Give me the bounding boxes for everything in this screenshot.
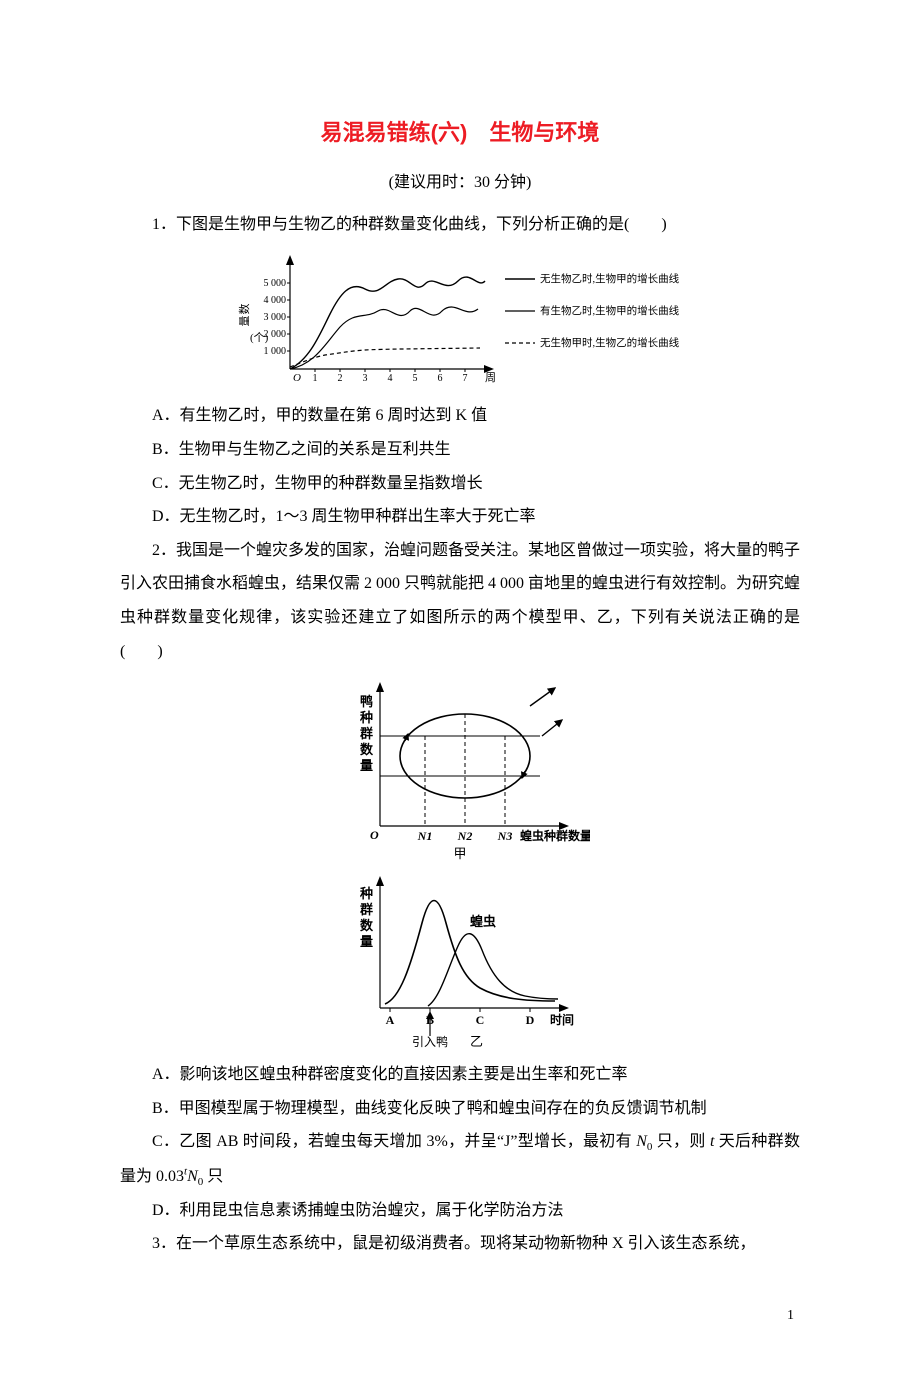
svg-text:数: 数 — [360, 742, 374, 757]
q2-opt-c: C．乙图 AB 时间段，若蝗虫每天增加 3%，并呈“J”型增长，最初有 N0 只… — [120, 1125, 800, 1194]
svg-text:3: 3 — [363, 373, 368, 384]
svg-text:数: 数 — [360, 918, 374, 933]
svg-text:有生物乙时,生物甲的增长曲线: 有生物乙时,生物甲的增长曲线 — [540, 304, 680, 317]
svg-text:4 000: 4 000 — [264, 295, 287, 306]
svg-text:N3: N3 — [497, 829, 513, 843]
q1-opt-d: D．无生物乙时，1～3 周生物甲种群出生率大于死亡率 — [120, 500, 800, 534]
svg-text:周: 周 — [485, 371, 496, 384]
svg-text:时间: 时间 — [550, 1012, 574, 1027]
svg-text:乙: 乙 — [470, 1034, 483, 1048]
svg-text:量: 量 — [360, 934, 373, 949]
svg-text:N1: N1 — [417, 829, 433, 843]
q1-chart: 1 000 2 000 3 000 4 000 5 000 数 量 (个) 1 … — [230, 249, 690, 389]
svg-text:无生物乙时,生物甲的增长曲线: 无生物乙时,生物甲的增长曲线 — [540, 272, 680, 285]
svg-text:数: 数 — [238, 304, 251, 315]
svg-text:3 000: 3 000 — [264, 312, 287, 323]
svg-text:群: 群 — [360, 902, 373, 917]
svg-text:O: O — [293, 372, 301, 384]
svg-text:量: 量 — [360, 758, 373, 773]
svg-text:5: 5 — [413, 373, 418, 384]
q2-chart-b: 种 群 数 量 蝗虫 A B C D 时间 引入鸭 乙 — [330, 868, 590, 1048]
svg-text:量: 量 — [238, 316, 251, 327]
q2-opt-d: D．利用昆虫信息素诱捕蝗虫防治蝗灾，属于化学防治方法 — [120, 1194, 800, 1228]
svg-text:1: 1 — [313, 373, 318, 384]
q1-opt-c: C．无生物乙时，生物甲的种群数量呈指数增长 — [120, 467, 800, 501]
page-title: 易混易错练(六) 生物与环境 — [120, 110, 800, 156]
svg-text:种: 种 — [359, 710, 373, 725]
q1-opt-b: B．生物甲与生物乙之间的关系是互利共生 — [120, 433, 800, 467]
q1-opt-a: A．有生物乙时，甲的数量在第 6 周时达到 K 值 — [120, 399, 800, 433]
svg-text:N2: N2 — [457, 829, 473, 843]
page-number: 1 — [120, 1301, 800, 1330]
svg-text:1 000: 1 000 — [264, 346, 287, 357]
svg-text:蝗虫种群数量: 蝗虫种群数量 — [520, 828, 590, 843]
svg-text:鸭: 鸭 — [360, 694, 373, 709]
svg-text:C: C — [476, 1013, 485, 1027]
svg-text:D: D — [526, 1013, 535, 1027]
q3-stem: 3．在一个草原生态系统中，鼠是初级消费者。现将某动物新物种 X 引入该生态系统， — [120, 1227, 800, 1261]
svg-text:5 000: 5 000 — [264, 278, 287, 289]
svg-text:无生物甲时,生物乙的增长曲线: 无生物甲时,生物乙的增长曲线 — [540, 336, 680, 349]
q1-stem: 1．下图是生物甲与生物乙的种群数量变化曲线，下列分析正确的是( ) — [120, 208, 800, 242]
svg-text:种: 种 — [359, 886, 373, 901]
page-subtitle: (建议用时：30 分钟) — [120, 166, 800, 200]
svg-text:A: A — [386, 1013, 395, 1027]
svg-text:2: 2 — [338, 373, 343, 384]
svg-text:蝗虫: 蝗虫 — [470, 914, 496, 929]
q2-figure-b: 种 群 数 量 蝗虫 A B C D 时间 引入鸭 乙 — [120, 868, 800, 1048]
svg-text:O: O — [370, 828, 379, 842]
svg-text:4: 4 — [388, 373, 393, 384]
svg-text:引入鸭: 引入鸭 — [412, 1035, 448, 1048]
svg-text:7: 7 — [463, 373, 468, 384]
svg-text:(个): (个) — [250, 331, 269, 344]
svg-text:6: 6 — [438, 373, 443, 384]
svg-text:群: 群 — [360, 726, 373, 741]
q2-figure-a: 鸭 种 群 数 量 O N1 N2 N3 蝗虫种群数量 甲 — [120, 676, 800, 862]
q2-chart-a: 鸭 种 群 数 量 O N1 N2 N3 蝗虫种群数量 甲 — [330, 676, 590, 862]
q2-stem: 2．我国是一个蝗灾多发的国家，治蝗问题备受关注。某地区曾做过一项实验，将大量的鸭… — [120, 534, 800, 668]
svg-text:甲: 甲 — [453, 846, 466, 861]
q2-opt-b: B．甲图模型属于物理模型，曲线变化反映了鸭和蝗虫间存在的负反馈调节机制 — [120, 1092, 800, 1126]
q2-opt-a: A．影响该地区蝗虫种群密度变化的直接因素主要是出生率和死亡率 — [120, 1058, 800, 1092]
q1-figure: 1 000 2 000 3 000 4 000 5 000 数 量 (个) 1 … — [120, 249, 800, 389]
